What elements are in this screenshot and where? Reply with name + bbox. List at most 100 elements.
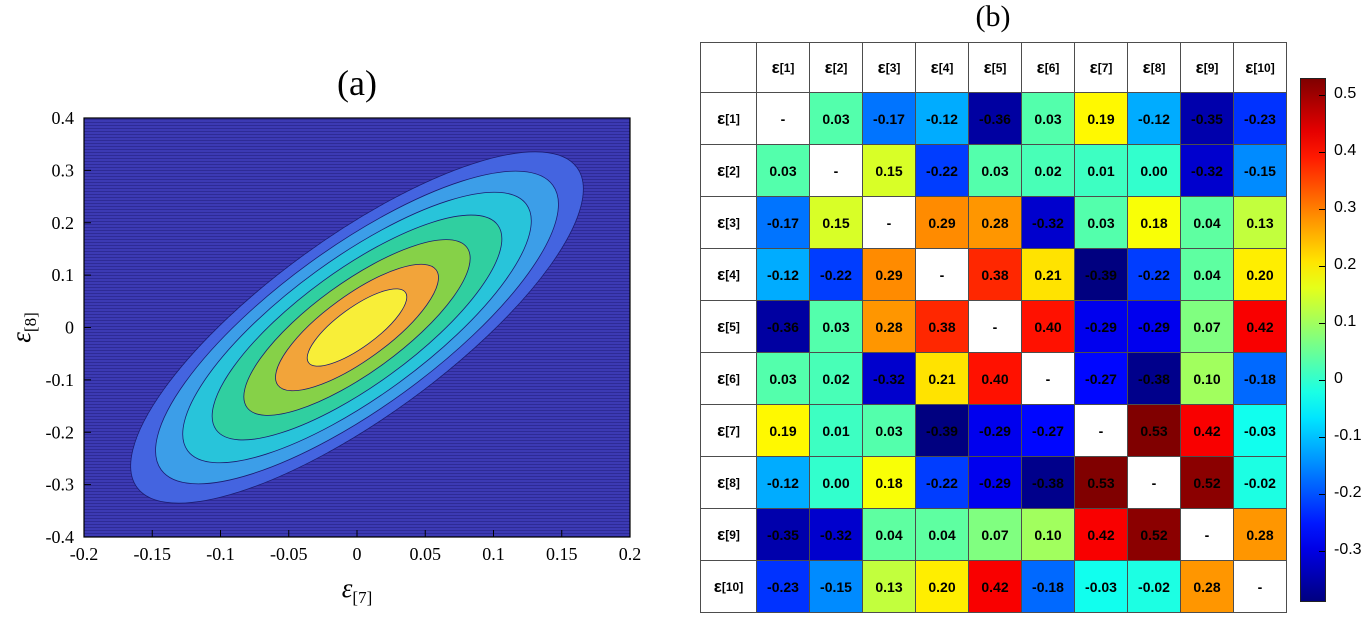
- matrix-col-header: ε [8]: [1128, 43, 1181, 93]
- matrix-cell: -0.35: [1181, 93, 1234, 145]
- colorbar-tick-label: -0.2: [1334, 483, 1362, 501]
- matrix-cell: -0.23: [1234, 93, 1287, 145]
- matrix-row-header: ε [3]: [701, 197, 757, 249]
- matrix-cell: -0.22: [1128, 249, 1181, 301]
- matrix-cell: -0.23: [757, 561, 810, 613]
- matrix-cell: 0.10: [1181, 353, 1234, 405]
- matrix-cell: -0.12: [757, 249, 810, 301]
- matrix-cell: 0.10: [1022, 509, 1075, 561]
- matrix-cell: 0.29: [916, 197, 969, 249]
- y-axis-label: ε[8]: [6, 312, 40, 342]
- colorbar-tick-label: 0.2: [1334, 255, 1357, 273]
- x-tick-label: -0.1: [206, 544, 235, 564]
- x-tick-label: 0.1: [482, 544, 505, 564]
- y-tick-label: -0.3: [46, 475, 75, 495]
- y-tick-label: -0.1: [46, 370, 75, 390]
- matrix-cell: 0.03: [1022, 93, 1075, 145]
- matrix-cell: 0.03: [810, 93, 863, 145]
- matrix-cell: -0.12: [1128, 93, 1181, 145]
- x-tick-label: 0: [353, 544, 362, 564]
- matrix-cell: 0.00: [810, 457, 863, 509]
- y-tick-label: 0.1: [52, 265, 75, 285]
- matrix-row-header: ε [6]: [701, 353, 757, 405]
- matrix-row-header: ε [10]: [701, 561, 757, 613]
- colorbar-tick: [1319, 379, 1325, 381]
- matrix-cell: 0.42: [1181, 405, 1234, 457]
- matrix-col-header: ε [2]: [810, 43, 863, 93]
- matrix-cell: -: [969, 301, 1022, 353]
- matrix-cell: -0.02: [1128, 561, 1181, 613]
- matrix-col-header: ε [9]: [1181, 43, 1234, 93]
- x-tick-label: -0.2: [70, 544, 99, 564]
- matrix-cell: 0.03: [757, 145, 810, 197]
- correlation-matrix: ε [1] ε [2] ε [3] ε [4] ε [5] ε [6] ε [7] ε [8] ε [9] ε [10…: [700, 42, 1287, 613]
- matrix-cell: 0.38: [916, 301, 969, 353]
- matrix-row-header: ε [9]: [701, 509, 757, 561]
- matrix-col-header: ε [4]: [916, 43, 969, 93]
- colorbar-tick: [1319, 322, 1325, 324]
- matrix-cell: -0.38: [1022, 457, 1075, 509]
- matrix-cell: -0.32: [1022, 197, 1075, 249]
- matrix-cell: -0.38: [1128, 353, 1181, 405]
- matrix-cell: 0.04: [916, 509, 969, 561]
- matrix-cell: 0.03: [969, 145, 1022, 197]
- x-axis-label: ε[7]: [342, 573, 372, 607]
- colorbar-tick: [1319, 493, 1325, 495]
- matrix-cell: -0.32: [810, 509, 863, 561]
- matrix-cell: -0.39: [916, 405, 969, 457]
- matrix-cell: 0.28: [969, 197, 1022, 249]
- matrix-cell: 0.42: [1234, 301, 1287, 353]
- matrix-cell: -0.29: [969, 457, 1022, 509]
- matrix-cell: 0.03: [810, 301, 863, 353]
- matrix-col-header: ε [6]: [1022, 43, 1075, 93]
- y-tick-label: 0: [65, 318, 74, 338]
- colorbar-tick-label: 0: [1334, 369, 1343, 387]
- panel-b-title: (b): [975, 0, 1011, 33]
- matrix-cell: -0.36: [969, 93, 1022, 145]
- matrix-cell: -0.39: [1075, 249, 1128, 301]
- matrix-row-header: ε [5]: [701, 301, 757, 353]
- matrix-cell: -: [1234, 561, 1287, 613]
- matrix-cell: 0.20: [1234, 249, 1287, 301]
- colorbar-tick: [1319, 95, 1325, 97]
- matrix-cell: -: [1022, 353, 1075, 405]
- colorbar-tick: [1319, 265, 1325, 267]
- matrix-cell: 0.15: [810, 197, 863, 249]
- matrix-cell: -0.32: [863, 353, 916, 405]
- matrix-cell: 0.53: [1128, 405, 1181, 457]
- matrix-cell: 0.40: [1022, 301, 1075, 353]
- matrix-cell: 0.40: [969, 353, 1022, 405]
- matrix-cell: 0.00: [1128, 145, 1181, 197]
- matrix-cell: -0.02: [1234, 457, 1287, 509]
- colorbar-tick: [1319, 436, 1325, 438]
- matrix-cell: -0.29: [969, 405, 1022, 457]
- matrix-cell: -0.18: [1022, 561, 1075, 613]
- y-tick-label: -0.2: [46, 422, 75, 442]
- matrix-col-header: ε [3]: [863, 43, 916, 93]
- colorbar: [1300, 78, 1326, 602]
- matrix-cell: 0.53: [1075, 457, 1128, 509]
- matrix-cell: 0.13: [863, 561, 916, 613]
- matrix-cell: -0.18: [1234, 353, 1287, 405]
- matrix-cell: 0.52: [1181, 457, 1234, 509]
- matrix-cell: 0.28: [863, 301, 916, 353]
- matrix-cell: -: [1181, 509, 1234, 561]
- colorbar-tick: [1319, 152, 1325, 154]
- matrix-cell: 0.29: [863, 249, 916, 301]
- y-tick-label: 0.2: [52, 213, 75, 233]
- matrix-cell: 0.19: [1075, 93, 1128, 145]
- matrix-cell: -0.15: [810, 561, 863, 613]
- matrix-cell: 0.42: [1075, 509, 1128, 561]
- matrix-cell: -0.22: [916, 457, 969, 509]
- matrix-cell: 0.03: [863, 405, 916, 457]
- matrix-row-header: ε [1]: [701, 93, 757, 145]
- matrix-cell: -0.22: [916, 145, 969, 197]
- matrix-cell: -0.17: [863, 93, 916, 145]
- matrix-cell: -: [863, 197, 916, 249]
- x-tick-label: -0.05: [270, 544, 308, 564]
- matrix-cell: 0.42: [969, 561, 1022, 613]
- matrix-cell: 0.07: [1181, 301, 1234, 353]
- matrix-cell: 0.21: [916, 353, 969, 405]
- matrix-row-header: ε [2]: [701, 145, 757, 197]
- x-tick-label: -0.15: [134, 544, 172, 564]
